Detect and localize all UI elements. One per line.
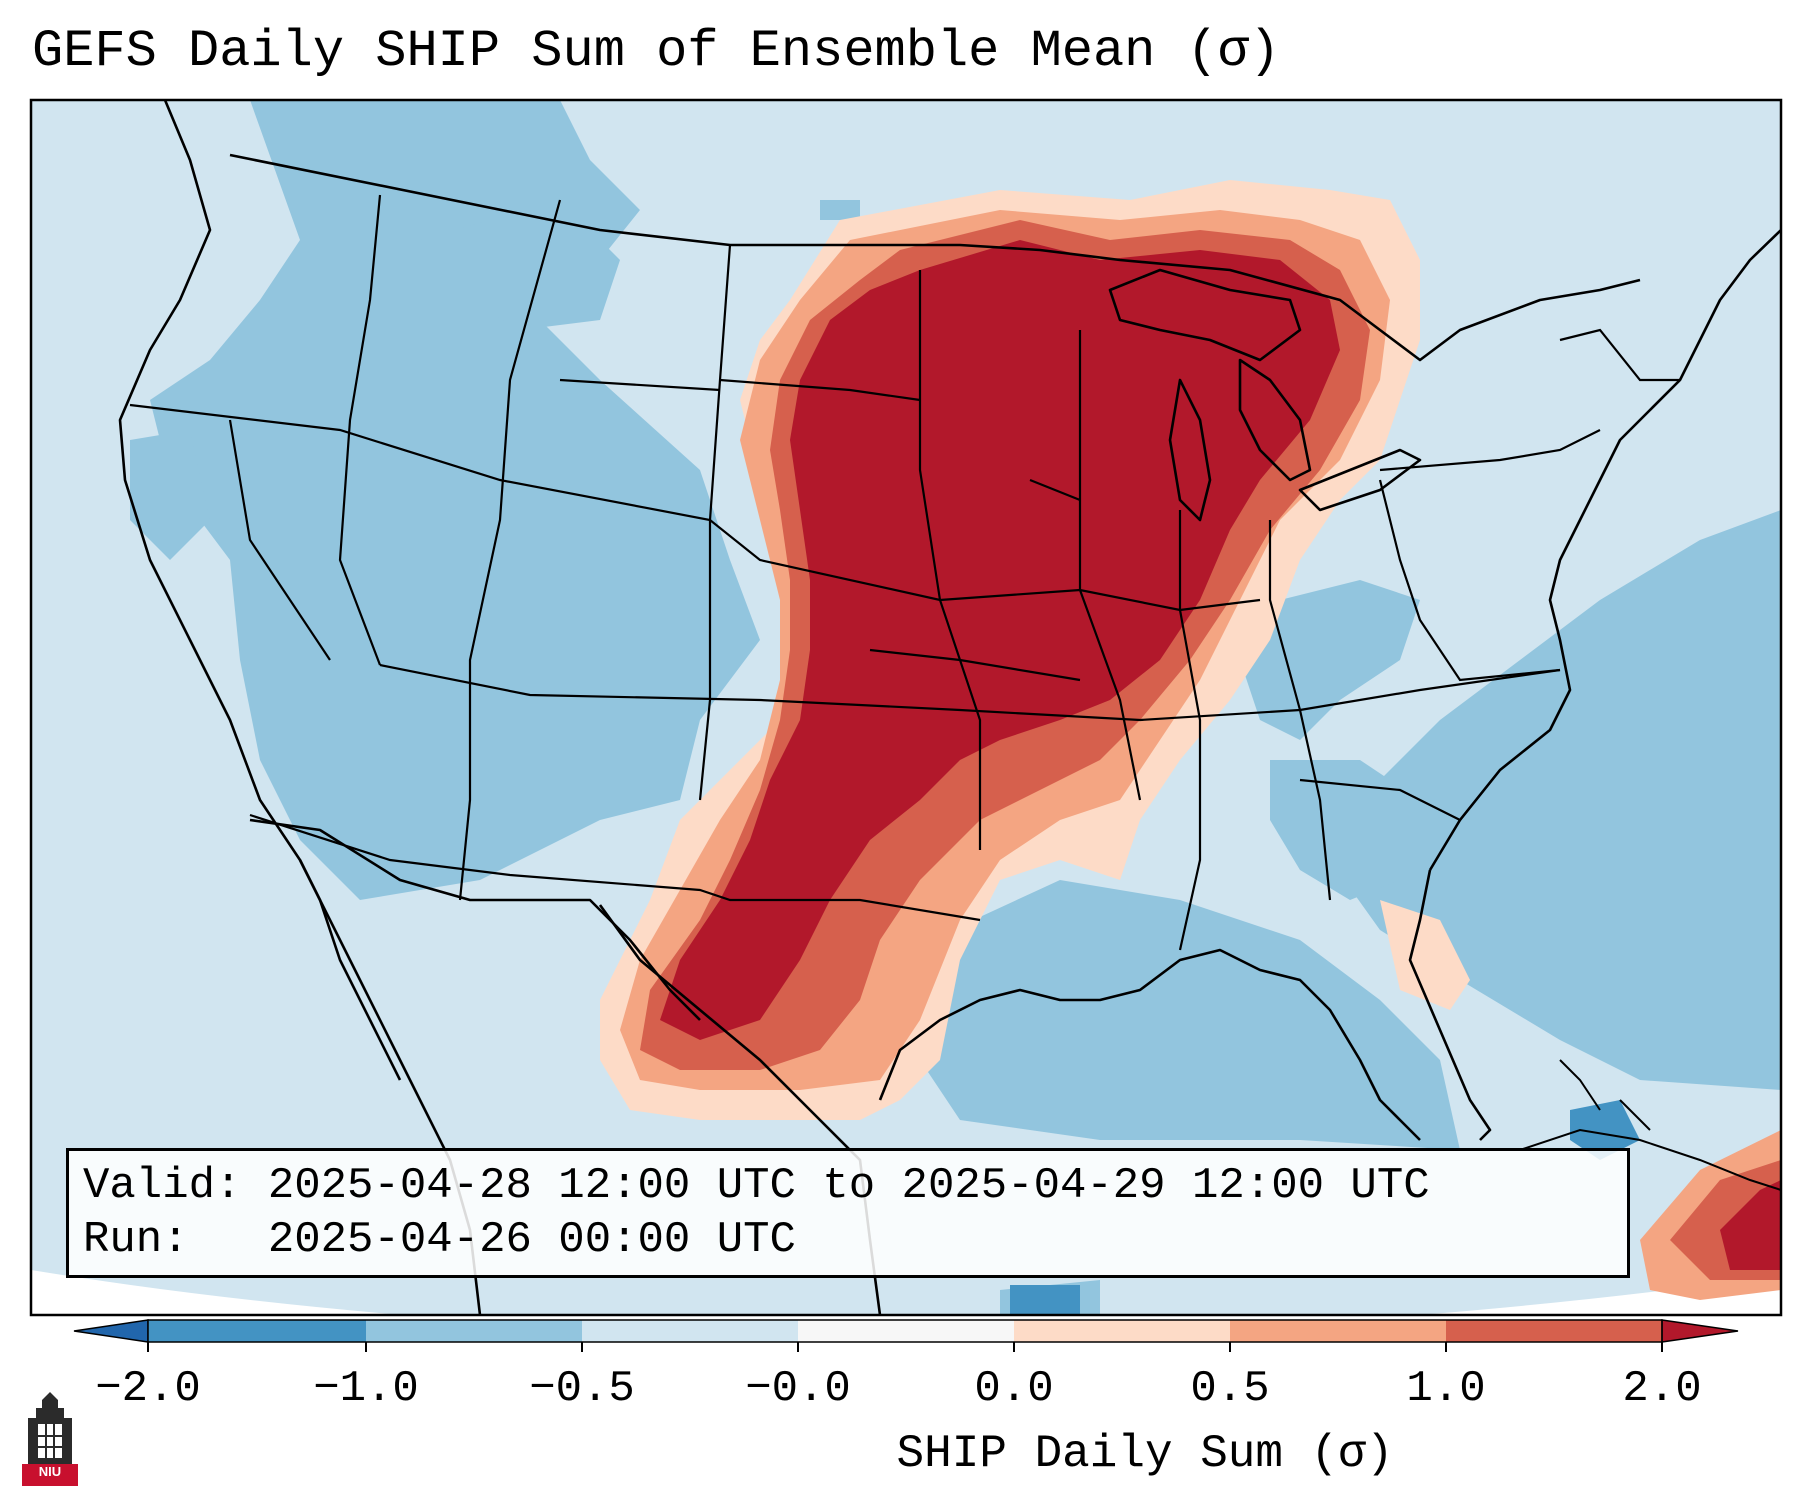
great-lakes-outline [1238, 358, 1312, 482]
baja-coastline [298, 859, 402, 1081]
map-area [31, 100, 1781, 1315]
below-normal-west-region [420, 200, 620, 330]
texas-coast [878, 948, 1421, 1141]
coastlines [118, 100, 1781, 1315]
west-coastline [118, 100, 482, 1315]
state-border [458, 199, 562, 901]
florida-coast [1408, 869, 1492, 1141]
colorbar-over-arrow [1661, 1319, 1739, 1343]
colorbar-segment [1230, 1320, 1446, 1342]
state-border [1268, 520, 1332, 901]
colorbar-segment [366, 1320, 582, 1342]
valid-value: 2025-04-28 12:00 UTC to 2025-04-29 12:00… [267, 1161, 1430, 1211]
state-border [379, 663, 1561, 722]
below-normal-west-region [130, 430, 210, 560]
state-border [719, 378, 921, 402]
state-border [129, 403, 1261, 612]
colorbar-segment [1014, 1320, 1230, 1342]
info-box: Valid: 2025-04-28 12:00 UTC to 2025-04-2… [66, 1148, 1630, 1278]
state-border [228, 419, 331, 661]
below-normal-west-region [820, 200, 860, 220]
page-title: GEFS Daily SHIP Sum of Ensemble Mean (σ) [32, 22, 1281, 81]
state-border [1178, 510, 1202, 951]
colorbar-frame [147, 1319, 1663, 1343]
colorbar-tick-label: −2.0 [95, 1364, 201, 1414]
bahamas-outline [1559, 1059, 1651, 1131]
state-border [1378, 479, 1561, 682]
state-border [1299, 769, 1501, 822]
deep-below-normal-patch [1570, 1100, 1640, 1160]
colorbar-segment [148, 1320, 366, 1342]
state-border [249, 813, 981, 922]
great-lakes-outline [1298, 448, 1422, 512]
logo-window-grid [38, 1424, 62, 1458]
colorbar-under-arrow [73, 1319, 149, 1343]
colorbar-tick-label: −0.0 [745, 1364, 851, 1414]
colorbar-segment [798, 1320, 1014, 1342]
logo-banner [22, 1464, 78, 1486]
state-border [1029, 478, 1081, 502]
logo-window [38, 1424, 62, 1458]
below-normal-atlantic-region [1270, 760, 1420, 900]
run-value: 2025-04-26 00:00 UTC [267, 1215, 796, 1265]
below-normal-atlantic-region [1240, 580, 1420, 740]
state-border [869, 648, 1081, 682]
colorbar-tick-label: 0.5 [1190, 1364, 1270, 1414]
colorbar-tick-label: 2.0 [1622, 1364, 1702, 1414]
run-label: Run: [83, 1215, 189, 1265]
colorbar-tick-label: 1.0 [1406, 1364, 1486, 1414]
deep-below-normal-patch [1010, 1285, 1080, 1315]
projection-edge [31, 1270, 1781, 1315]
colorbar-tick-label: 0.0 [974, 1364, 1054, 1414]
below-normal-gulf-region [920, 880, 1460, 1150]
logo-text: NIU [38, 1464, 62, 1479]
state-border [918, 270, 982, 850]
cuba-outline [1519, 1128, 1781, 1191]
colorbar [73, 1319, 1739, 1352]
marginal-ship-region [1380, 900, 1470, 1010]
colorbar-segment [582, 1320, 798, 1342]
caribbean-islands [1519, 1059, 1781, 1191]
state-border [1078, 330, 1142, 801]
state-border [1559, 328, 1680, 382]
caribbean-high-region [1720, 1180, 1781, 1270]
canada-border [229, 153, 1641, 362]
niu-logo [22, 1392, 78, 1486]
below-normal-west-region [150, 100, 760, 900]
east-coastline [1428, 229, 1781, 871]
state-border [338, 194, 382, 666]
great-lakes-outline [1108, 268, 1302, 362]
map-frame [29, 98, 1783, 1317]
great-lakes-outline [1168, 378, 1212, 522]
state-border [1379, 429, 1601, 472]
valid-label: Valid: [83, 1161, 242, 1211]
colorbar-tick-label: −0.5 [529, 1364, 635, 1414]
colorbar-label: SHIP Daily Sum (σ) [896, 1428, 1394, 1480]
state-border [698, 244, 732, 801]
state-border [559, 378, 721, 392]
state-borders [129, 194, 1680, 951]
colorbar-tick-label: −1.0 [313, 1364, 419, 1414]
colorbar-segment [1446, 1320, 1662, 1342]
